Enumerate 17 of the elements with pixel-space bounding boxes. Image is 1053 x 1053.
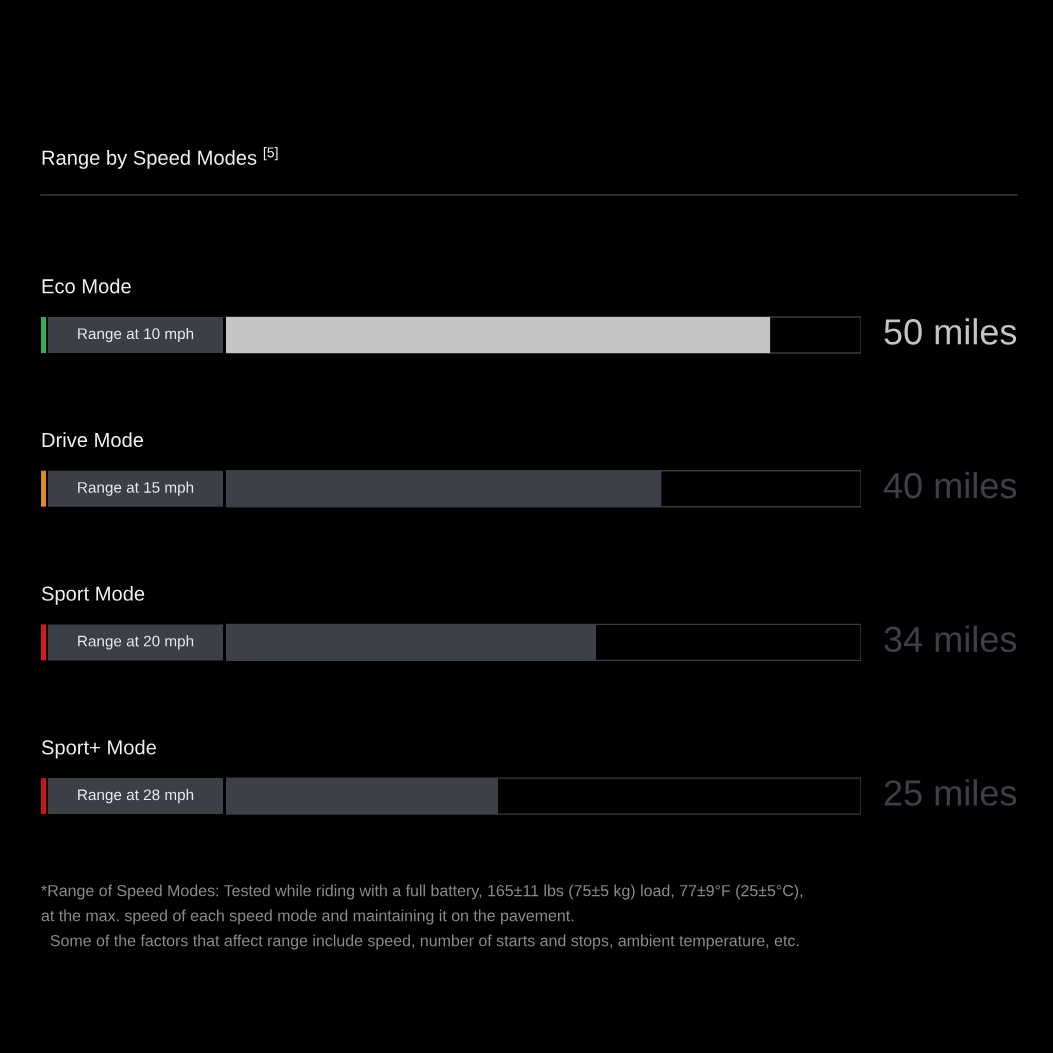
data-label: 34 miles [884,625,1017,653]
data-label: 50 miles [884,318,1017,345]
y2-tick-label: Range at 28 mph [78,788,194,804]
chart-title: Range by Speed Modes $^{[5]}$ [42,147,278,169]
y2-tick-label: Range at 10 mph [78,327,194,343]
text: at the max. speed of each speed mode and maintaining it on the pavement. [41,909,574,925]
y-tick-label: Sport+ Mode [41,739,156,759]
text: Some of the factors that affect range include speed, number of starts and stops, ambient temperature, etc. [50,934,799,950]
y2-tick-label: Range at 15 mph [78,481,194,496]
bar [226,317,771,353]
data-label: 40 miles [883,471,1017,499]
data-label: 25 miles [884,779,1017,806]
y-tick-label: Sport Mode [41,586,145,605]
y-tick-label: Eco Mode [42,278,131,294]
y-tick-label: Drive Mode [42,432,144,448]
text: *Range of Speed Modes: Tested while riding with a full battery, 165±11 lbs (75±5 kg) load, 77±9°F (25±5°C), [41,884,803,900]
y2-tick-label: Range at 20 mph [78,635,194,650]
